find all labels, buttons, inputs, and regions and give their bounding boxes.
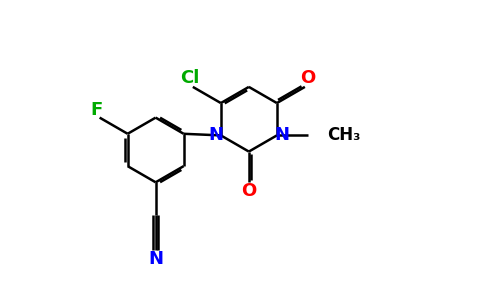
Text: N: N <box>148 250 163 268</box>
Text: O: O <box>241 182 257 200</box>
Text: Cl: Cl <box>180 69 199 87</box>
Text: O: O <box>301 69 316 87</box>
Text: N: N <box>208 126 223 144</box>
Text: N: N <box>275 126 290 144</box>
Text: F: F <box>91 101 103 119</box>
Text: CH₃: CH₃ <box>327 126 360 144</box>
